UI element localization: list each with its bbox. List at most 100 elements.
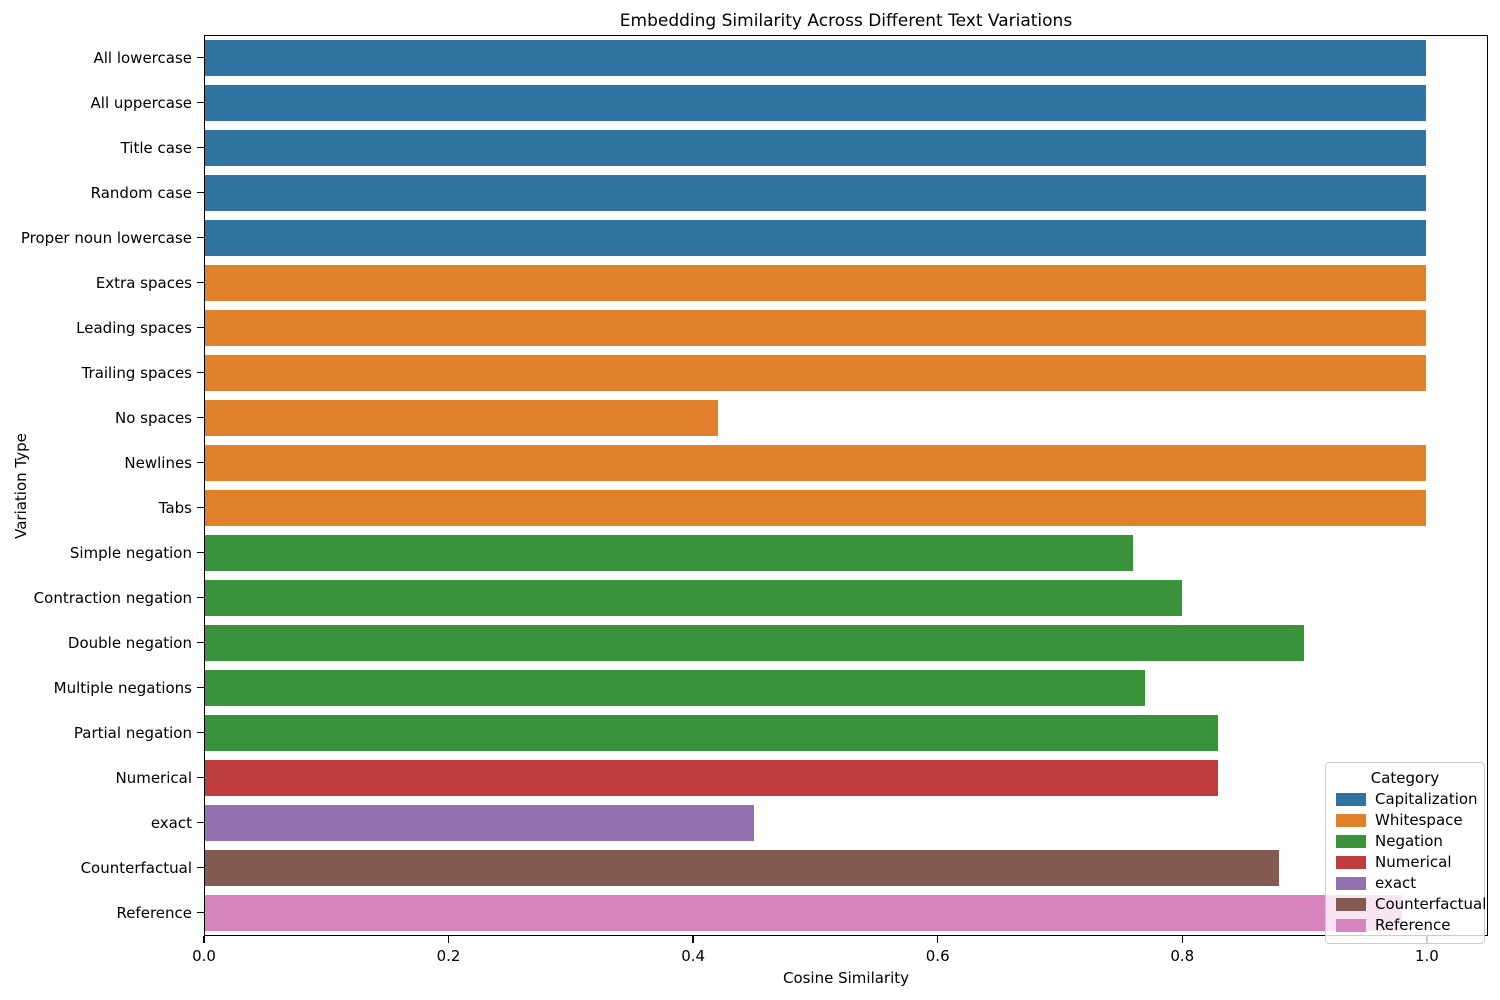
legend-color-swatch <box>1336 877 1366 890</box>
bar <box>205 264 1426 301</box>
y-tick-mark <box>197 596 204 599</box>
bar <box>205 444 1426 481</box>
legend-color-swatch <box>1336 835 1366 848</box>
x-tick-mark <box>692 936 694 943</box>
bar <box>205 759 1219 796</box>
y-tick-mark <box>197 56 204 59</box>
bar <box>205 84 1426 121</box>
bar <box>205 39 1426 76</box>
y-tick-mark <box>197 326 204 329</box>
y-tick-label: Double negation <box>67 633 192 652</box>
y-tick-label: Reference <box>116 903 192 922</box>
y-tick-label: All uppercase <box>90 93 192 112</box>
legend-color-swatch <box>1336 856 1366 869</box>
y-tick-mark <box>197 281 204 284</box>
legend-entry: Negation <box>1336 831 1474 852</box>
legend-color-swatch <box>1336 793 1366 806</box>
y-tick-label: exact <box>150 813 192 832</box>
y-tick-mark <box>197 686 204 689</box>
y-tick-label: Newlines <box>124 453 192 472</box>
x-tick-mark <box>936 936 939 943</box>
y-tick-label: Multiple negations <box>53 678 192 697</box>
bar <box>205 219 1426 256</box>
y-tick-label: Partial negation <box>73 723 192 742</box>
legend-entry: Counterfactual <box>1336 894 1486 915</box>
x-tick-mark <box>447 936 450 943</box>
y-tick-mark <box>197 911 204 914</box>
bar <box>205 714 1219 751</box>
y-tick-mark <box>197 236 204 239</box>
x-tick-mark <box>203 936 205 943</box>
y-tick-label: Tabs <box>158 498 192 517</box>
y-tick-label: No spaces <box>115 408 192 427</box>
legend-entry-label: Reference <box>1375 916 1451 934</box>
bar <box>205 489 1426 526</box>
bar <box>205 309 1426 346</box>
legend-entry: Reference <box>1336 915 1474 936</box>
y-tick-label: Extra spaces <box>95 273 192 292</box>
bar <box>205 579 1182 616</box>
legend-entry-label: Counterfactual <box>1375 895 1487 913</box>
x-tick-label: 0.4 <box>681 947 706 965</box>
x-axis-label: Cosine Similarity <box>782 969 910 987</box>
x-tick-label: 1.0 <box>1414 947 1439 965</box>
y-tick-mark <box>197 866 204 869</box>
bar <box>205 804 755 841</box>
y-tick-label: Counterfactual <box>80 858 192 877</box>
x-tick-label: 0.8 <box>1170 947 1195 965</box>
legend-color-swatch <box>1336 814 1366 827</box>
y-tick-mark <box>197 776 204 779</box>
x-tick-label: 0.6 <box>925 947 950 965</box>
y-tick-label: Simple negation <box>69 543 192 562</box>
legend-entry: Whitespace <box>1336 810 1474 831</box>
legend-entry-label: Capitalization <box>1375 790 1478 808</box>
y-tick-label: Trailing spaces <box>81 363 192 382</box>
y-tick-mark <box>197 506 204 509</box>
legend-entries: Capitalization Whitespace Negation Numerica… <box>1336 789 1486 936</box>
x-tick-label: 0.0 <box>192 947 216 965</box>
y-tick-mark <box>197 641 204 644</box>
legend-color-swatch <box>1336 919 1366 932</box>
legend-entry-label: Negation <box>1375 832 1443 850</box>
legend-title: Category <box>1370 769 1440 787</box>
legend-entry: Numerical <box>1336 852 1474 873</box>
legend-entry-label: Whitespace <box>1375 811 1463 829</box>
y-tick-mark <box>197 731 204 734</box>
legend-entry: Capitalization <box>1336 789 1478 810</box>
bar <box>205 129 1426 166</box>
y-tick-label: Random case <box>90 183 192 202</box>
legend-entry: exact <box>1336 873 1474 894</box>
legend: Category Capitalization Whitespace Negatio… <box>1325 762 1486 944</box>
y-axis-label: Variation Type <box>12 433 30 539</box>
bar <box>205 894 1402 931</box>
y-tick-label: Proper noun lowercase <box>20 228 192 247</box>
legend-color-swatch <box>1336 898 1366 911</box>
bar <box>205 174 1426 211</box>
bar <box>205 669 1146 706</box>
x-tick-label: 0.2 <box>436 947 461 965</box>
legend-entry-label: Numerical <box>1375 853 1452 871</box>
y-tick-mark <box>197 551 204 554</box>
y-tick-mark <box>197 821 204 824</box>
bar <box>205 534 1133 571</box>
legend-entry-label: exact <box>1375 874 1417 892</box>
y-tick-label: Leading spaces <box>76 318 192 337</box>
bar <box>205 399 718 436</box>
y-tick-mark <box>197 416 204 419</box>
chart-title: Embedding Similarity Across Different Te… <box>619 11 1073 31</box>
y-tick-mark <box>197 146 204 149</box>
y-tick-mark <box>197 191 204 194</box>
y-tick-mark <box>197 101 204 104</box>
y-tick-label: Title case <box>120 138 192 157</box>
bar <box>205 354 1426 391</box>
y-tick-mark <box>197 461 204 464</box>
y-tick-label: All lowercase <box>93 48 192 67</box>
x-tick-mark <box>1181 936 1184 943</box>
y-tick-label: Numerical <box>115 768 192 787</box>
plot-area <box>204 35 1488 936</box>
y-tick-label: Contraction negation <box>33 588 192 607</box>
bar <box>205 624 1304 661</box>
bar <box>205 849 1280 886</box>
y-tick-mark <box>197 371 204 374</box>
